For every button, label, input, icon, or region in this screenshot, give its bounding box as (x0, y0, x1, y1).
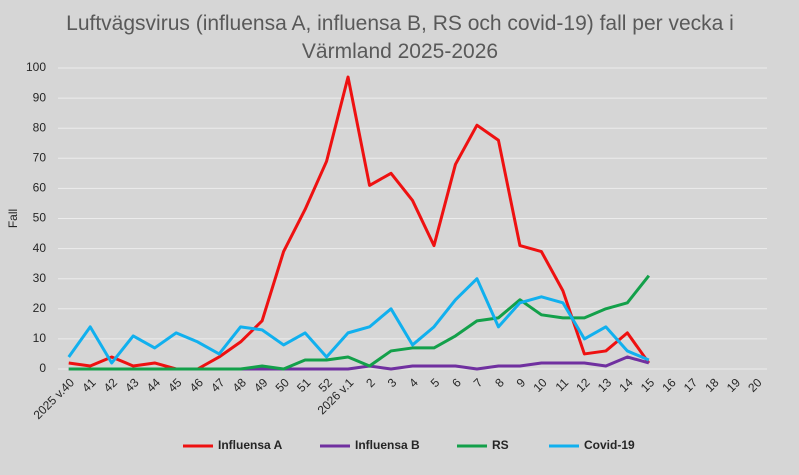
series-line (68, 274, 651, 371)
x-tick-label: 47 (208, 375, 228, 395)
x-tick-label: 5 (428, 375, 443, 390)
y-axis-label: Fall (6, 209, 20, 228)
x-tick-label: 3 (385, 375, 400, 390)
x-tick-label: 8 (492, 375, 507, 390)
legend-label: RS (492, 438, 509, 452)
x-tick-label: 7 (471, 375, 486, 390)
y-tick-label: 0 (39, 361, 46, 375)
x-tick-label: 9 (514, 375, 529, 390)
y-tick-label: 50 (33, 211, 47, 225)
x-tick-label: 51 (294, 375, 314, 395)
x-tick-label: 11 (553, 375, 572, 394)
x-tick-label: 14 (616, 375, 636, 395)
y-tick-label: 90 (33, 90, 47, 104)
y-tick-label: 80 (33, 120, 47, 134)
legend-label: Influensa A (218, 438, 283, 452)
x-tick-label: 49 (251, 375, 271, 395)
x-tick-label: 10 (530, 375, 550, 395)
x-tick-label: 44 (144, 375, 164, 395)
x-tick-label: 18 (702, 375, 722, 395)
y-tick-label: 20 (33, 301, 47, 315)
legend-label: Covid-19 (584, 438, 635, 452)
x-tick-label: 43 (122, 375, 142, 395)
y-tick-label: 70 (33, 150, 47, 164)
legend-label: Influensa B (355, 438, 420, 452)
x-tick-label: 50 (273, 375, 293, 395)
x-tick-label: 15 (638, 375, 658, 395)
x-tick-label: 42 (101, 375, 121, 395)
series-line (68, 75, 651, 371)
y-tick-label: 100 (26, 60, 46, 74)
x-tick-label: 2025 v.40 (31, 375, 78, 422)
y-tick-label: 40 (33, 241, 47, 255)
x-tick-label: 17 (681, 375, 701, 395)
x-tick-label: 16 (659, 375, 679, 395)
series-line (67, 277, 650, 365)
chart-title: Luftvägsvirus (influensa A, influensa B,… (66, 12, 734, 63)
x-tick-label: 6 (449, 375, 464, 390)
x-tick-label: 13 (595, 375, 615, 395)
y-tick-label: 60 (33, 181, 47, 195)
x-tick-label: 19 (724, 375, 744, 395)
x-tick-label: 4 (406, 375, 421, 390)
y-tick-label: 30 (33, 271, 47, 285)
x-tick-label: 12 (573, 375, 593, 395)
x-tick-label: 45 (165, 375, 185, 395)
x-tick-label: 48 (230, 375, 250, 395)
x-tick-label: 20 (745, 375, 765, 395)
y-tick-label: 10 (33, 331, 47, 345)
x-tick-label: 46 (187, 375, 207, 395)
x-tick-label: 41 (79, 375, 99, 395)
x-tick-label: 2 (363, 375, 378, 390)
